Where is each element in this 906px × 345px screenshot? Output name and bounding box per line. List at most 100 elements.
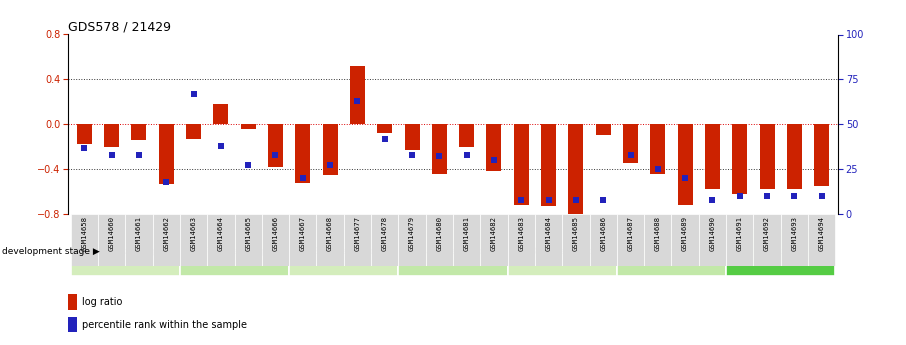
Text: GSM14688: GSM14688	[655, 217, 660, 252]
Bar	[651, 124, 665, 174]
Text: GSM14664: GSM14664	[217, 217, 224, 252]
Bar	[399, 228, 507, 276]
Text: GSM14661: GSM14661	[136, 217, 142, 252]
Bar	[152, 214, 180, 266]
Bar	[262, 214, 289, 266]
Point	[596, 197, 611, 202]
Point	[323, 163, 337, 168]
Bar	[590, 214, 617, 266]
Bar	[487, 124, 502, 171]
Bar	[541, 124, 556, 206]
Bar	[241, 124, 255, 129]
Bar	[732, 124, 747, 194]
Bar	[453, 214, 480, 266]
Point	[295, 175, 310, 181]
Bar	[432, 124, 447, 174]
Bar	[563, 214, 590, 266]
Bar	[71, 228, 180, 276]
Point	[651, 166, 665, 172]
Bar	[617, 214, 644, 266]
Bar	[77, 124, 92, 144]
Bar	[159, 124, 174, 184]
Point	[214, 143, 228, 148]
Bar	[726, 214, 754, 266]
Bar	[207, 214, 235, 266]
Text: GSM14683: GSM14683	[518, 217, 525, 252]
Point	[77, 145, 92, 150]
Bar	[671, 214, 699, 266]
Point	[268, 152, 283, 157]
Point	[732, 193, 747, 199]
Bar	[186, 124, 201, 139]
Text: GSM14687: GSM14687	[628, 217, 633, 252]
Text: 8-cell embryo: 8-cell embryo	[531, 247, 593, 256]
Text: GSM14662: GSM14662	[163, 217, 169, 252]
Text: GSM14686: GSM14686	[600, 217, 606, 252]
Bar	[568, 124, 583, 214]
Text: GSM14660: GSM14660	[109, 217, 115, 252]
Point	[705, 197, 719, 202]
Bar	[623, 124, 638, 164]
Bar	[68, 317, 77, 333]
Text: GSM14658: GSM14658	[82, 217, 87, 252]
Bar	[705, 124, 720, 189]
Point	[569, 197, 583, 202]
Point	[487, 157, 501, 163]
Point	[405, 152, 419, 157]
Bar	[507, 214, 535, 266]
Text: GDS578 / 21429: GDS578 / 21429	[68, 20, 171, 33]
Bar	[180, 228, 289, 276]
Bar	[350, 66, 365, 124]
Text: GSM14691: GSM14691	[737, 217, 743, 252]
Bar	[323, 124, 338, 175]
Point	[623, 152, 638, 157]
Bar	[399, 214, 426, 266]
Text: GSM14666: GSM14666	[273, 217, 278, 252]
Point	[432, 154, 447, 159]
Point	[378, 136, 392, 141]
Bar	[235, 214, 262, 266]
Text: GSM14665: GSM14665	[246, 217, 251, 252]
Text: GSM14690: GSM14690	[709, 217, 716, 252]
Bar	[459, 124, 474, 147]
Text: GSM14663: GSM14663	[190, 217, 197, 252]
Bar	[535, 214, 563, 266]
Bar	[71, 214, 98, 266]
Bar	[644, 214, 671, 266]
Text: GSM14682: GSM14682	[491, 217, 497, 252]
Point	[814, 193, 829, 199]
Text: GSM14681: GSM14681	[464, 217, 469, 252]
Text: GSM14684: GSM14684	[545, 217, 552, 252]
Point	[131, 152, 146, 157]
Point	[678, 175, 692, 181]
Bar	[125, 214, 152, 266]
Bar	[786, 124, 802, 189]
Text: GSM14679: GSM14679	[409, 217, 415, 252]
Text: unfertilized egg: unfertilized egg	[90, 247, 161, 256]
Bar	[480, 214, 507, 266]
Text: development stage ▶: development stage ▶	[2, 247, 100, 256]
Point	[241, 163, 255, 168]
Point	[187, 91, 201, 97]
Bar	[617, 228, 726, 276]
Text: percentile rank within the sample: percentile rank within the sample	[82, 320, 247, 330]
Text: GSM14668: GSM14668	[327, 217, 333, 252]
Bar	[180, 214, 207, 266]
Text: GSM14678: GSM14678	[381, 217, 388, 252]
Text: 4-cell embryo: 4-cell embryo	[422, 247, 484, 256]
Text: GSM14694: GSM14694	[819, 217, 824, 252]
Point	[514, 197, 528, 202]
Bar	[595, 124, 611, 135]
Bar	[268, 124, 283, 167]
Text: GSM14692: GSM14692	[764, 217, 770, 252]
Point	[541, 197, 555, 202]
Bar	[814, 124, 829, 186]
Bar	[343, 214, 371, 266]
Bar	[377, 124, 392, 133]
Bar	[214, 104, 228, 124]
Bar	[808, 214, 835, 266]
Bar	[507, 228, 617, 276]
Point	[104, 152, 119, 157]
Bar	[699, 214, 726, 266]
Text: blastocyst: blastocyst	[757, 247, 804, 256]
